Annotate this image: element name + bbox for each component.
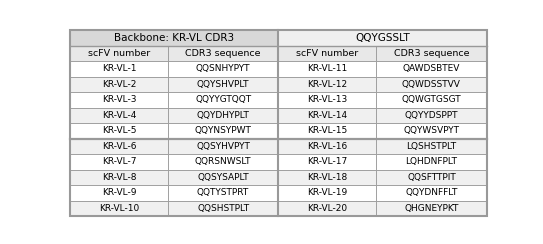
Text: QAWDSBTEV: QAWDSBTEV bbox=[403, 64, 460, 73]
Bar bbox=[168, 139, 279, 154]
Bar bbox=[279, 201, 376, 216]
Text: QQYDNFFLT: QQYDNFFLT bbox=[405, 188, 458, 197]
Bar bbox=[70, 61, 168, 77]
Text: QQYYGTQQT: QQYYGTQQT bbox=[195, 95, 251, 104]
Text: Backbone: KR-VL CDR3: Backbone: KR-VL CDR3 bbox=[114, 33, 234, 43]
Bar bbox=[279, 170, 376, 185]
Bar bbox=[70, 139, 168, 154]
Text: CDR3 sequence: CDR3 sequence bbox=[394, 49, 469, 58]
Text: KR-VL-19: KR-VL-19 bbox=[307, 188, 348, 197]
Bar bbox=[376, 139, 487, 154]
Text: QQWDSSTVV: QQWDSSTVV bbox=[402, 80, 461, 89]
Bar bbox=[376, 185, 487, 201]
Bar bbox=[279, 92, 376, 108]
Text: CDR3 sequence: CDR3 sequence bbox=[185, 49, 261, 58]
Text: QQSNHYPYT: QQSNHYPYT bbox=[196, 64, 250, 73]
Text: QQWGTGSGT: QQWGTGSGT bbox=[402, 95, 461, 104]
Bar bbox=[376, 170, 487, 185]
Bar bbox=[168, 201, 279, 216]
Text: QQYWSVPYT: QQYWSVPYT bbox=[403, 126, 459, 135]
Bar bbox=[168, 185, 279, 201]
Text: QQYNSYPWT: QQYNSYPWT bbox=[194, 126, 251, 135]
Text: QQRSNWSLT: QQRSNWSLT bbox=[195, 157, 251, 166]
Bar bbox=[279, 30, 487, 46]
Bar bbox=[70, 77, 168, 92]
Text: QHGNEYPKT: QHGNEYPKT bbox=[404, 204, 459, 213]
Bar bbox=[376, 123, 487, 139]
Text: KR-VL-12: KR-VL-12 bbox=[307, 80, 348, 89]
Bar bbox=[376, 154, 487, 170]
Bar bbox=[70, 154, 168, 170]
Text: scFV number: scFV number bbox=[88, 49, 150, 58]
Text: KR-VL-10: KR-VL-10 bbox=[99, 204, 139, 213]
Text: KR-VL-9: KR-VL-9 bbox=[102, 188, 136, 197]
Bar bbox=[279, 108, 376, 123]
Bar bbox=[70, 92, 168, 108]
Bar bbox=[279, 185, 376, 201]
Text: KR-VL-3: KR-VL-3 bbox=[102, 95, 136, 104]
Text: QQSYHVPYT: QQSYHVPYT bbox=[196, 142, 250, 151]
Text: KR-VL-5: KR-VL-5 bbox=[102, 126, 136, 135]
Bar bbox=[168, 77, 279, 92]
Bar bbox=[168, 46, 279, 61]
Text: QQSHSTPLT: QQSHSTPLT bbox=[197, 204, 249, 213]
Bar bbox=[376, 92, 487, 108]
Bar bbox=[376, 77, 487, 92]
Bar bbox=[279, 61, 376, 77]
Text: KR-VL-17: KR-VL-17 bbox=[307, 157, 348, 166]
Text: QQSFTTPIT: QQSFTTPIT bbox=[407, 173, 456, 182]
Bar bbox=[376, 46, 487, 61]
Bar bbox=[70, 108, 168, 123]
Text: KR-VL-13: KR-VL-13 bbox=[307, 95, 348, 104]
Bar bbox=[70, 185, 168, 201]
Bar bbox=[279, 154, 376, 170]
Text: QQYDHYPLT: QQYDHYPLT bbox=[197, 111, 250, 120]
Text: QQYSHVPLT: QQYSHVPLT bbox=[197, 80, 249, 89]
Bar bbox=[168, 61, 279, 77]
Bar bbox=[168, 154, 279, 170]
Bar bbox=[70, 46, 168, 61]
Text: QQSYSAPLT: QQSYSAPLT bbox=[197, 173, 249, 182]
Text: QQTYSTPRT: QQTYSTPRT bbox=[197, 188, 249, 197]
Text: KR-VL-20: KR-VL-20 bbox=[307, 204, 348, 213]
Bar bbox=[279, 139, 376, 154]
Bar bbox=[376, 201, 487, 216]
Bar bbox=[168, 170, 279, 185]
Text: KR-VL-7: KR-VL-7 bbox=[102, 157, 136, 166]
Text: KR-VL-8: KR-VL-8 bbox=[102, 173, 136, 182]
Bar bbox=[70, 201, 168, 216]
Text: LQSHSTPLT: LQSHSTPLT bbox=[406, 142, 457, 151]
Bar bbox=[279, 46, 376, 61]
Bar bbox=[70, 123, 168, 139]
Bar bbox=[376, 61, 487, 77]
Text: KR-VL-2: KR-VL-2 bbox=[102, 80, 136, 89]
Text: KR-VL-11: KR-VL-11 bbox=[307, 64, 348, 73]
Bar bbox=[70, 30, 278, 46]
Text: QQYGSSLT: QQYGSSLT bbox=[355, 33, 410, 43]
Text: KR-VL-1: KR-VL-1 bbox=[102, 64, 136, 73]
Bar bbox=[168, 123, 279, 139]
Bar bbox=[279, 77, 376, 92]
Text: KR-VL-6: KR-VL-6 bbox=[102, 142, 136, 151]
Bar bbox=[168, 108, 279, 123]
Text: KR-VL-14: KR-VL-14 bbox=[307, 111, 348, 120]
Text: QQYYDSPPT: QQYYDSPPT bbox=[405, 111, 458, 120]
Text: scFV number: scFV number bbox=[296, 49, 358, 58]
Text: LQHDNFPLT: LQHDNFPLT bbox=[406, 157, 457, 166]
Bar bbox=[376, 108, 487, 123]
Text: KR-VL-4: KR-VL-4 bbox=[102, 111, 136, 120]
Text: KR-VL-16: KR-VL-16 bbox=[307, 142, 348, 151]
Bar bbox=[70, 170, 168, 185]
Bar bbox=[279, 123, 376, 139]
Text: KR-VL-15: KR-VL-15 bbox=[307, 126, 348, 135]
Bar bbox=[168, 92, 279, 108]
Text: KR-VL-18: KR-VL-18 bbox=[307, 173, 348, 182]
